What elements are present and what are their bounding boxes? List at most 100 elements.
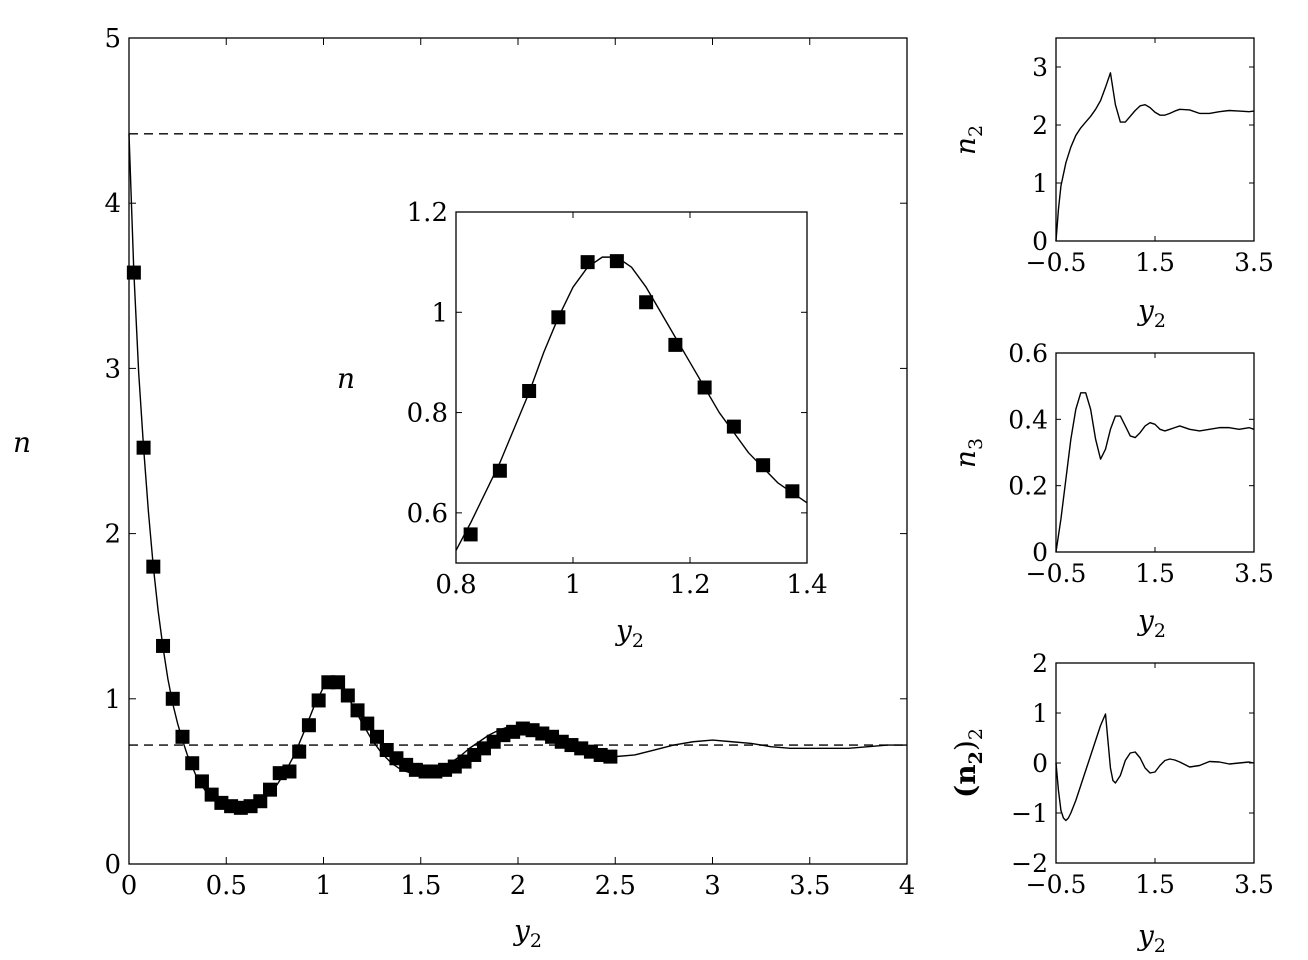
main-ytick-label-2: 2	[104, 520, 121, 550]
right-bottom-ytick-label-1: −1	[1011, 799, 1048, 828]
inset-marker-0	[463, 527, 478, 542]
main-marker-7	[194, 774, 209, 789]
right-top-frame	[1055, 37, 1255, 242]
right-middle-xtick-label-2: 3.5	[1234, 559, 1274, 588]
inset-marker-11	[785, 484, 800, 499]
right-bottom-ytick-label-2: 0	[1032, 749, 1048, 778]
right-middle-ytick-label-3: 0.6	[1008, 339, 1048, 368]
right-top-xlabel-sub: 2	[1154, 310, 1166, 332]
right-top-ytick-label-3: 3	[1032, 53, 1048, 82]
right-middle-ytick-label-0: 0	[1032, 538, 1048, 567]
inset-marker-2	[522, 384, 537, 399]
main-xtick-label-0: 0	[121, 871, 138, 901]
right-bottom-ylabel-sub: 2	[965, 751, 987, 764]
main-xlabel-main: y	[512, 914, 531, 947]
main-xtick-label-5: 2.5	[595, 871, 636, 901]
right-bottom-xlabel-sub: 2	[1154, 935, 1166, 957]
right-middle-plot: −0.5 1.5 3.5 0 0.2 0.4 0.6 y2 n3	[949, 339, 1274, 642]
right-top-ylabel-sub: 2	[965, 125, 987, 137]
inset-xlabel-main: y	[614, 614, 633, 647]
right-middle-ytick-label-1: 0.2	[1008, 472, 1048, 501]
main-xtick-label-2: 1	[315, 871, 332, 901]
main-marker-49	[603, 749, 618, 764]
right-bottom-ytick-label-4: 2	[1032, 649, 1048, 678]
inset-background	[456, 212, 807, 563]
right-middle-ylabel: n3	[949, 438, 987, 468]
main-marker-21	[331, 675, 346, 690]
main-xlabel-sub: 2	[530, 930, 542, 952]
main-marker-25	[369, 729, 384, 744]
main-ytick-label-5: 5	[104, 24, 121, 54]
main-ytick-label-1: 1	[104, 685, 121, 715]
right-middle-ylabel-sub: 3	[965, 438, 987, 450]
right-top-xlabel-main: y	[1136, 294, 1155, 327]
main-marker-1	[136, 440, 151, 455]
right-top-ytick-label-2: 2	[1032, 111, 1048, 140]
inset-ytick-label-3: 1.2	[407, 198, 448, 228]
right-top-ylabel-main: n	[949, 137, 982, 155]
main-xtick-label-3: 1.5	[400, 871, 441, 901]
inset-marker-1	[492, 463, 507, 478]
main-xtick-label-4: 2	[510, 871, 527, 901]
inset-ytick-label-2: 1	[431, 298, 448, 328]
inset-plot: 0.8 1 1.2 1.4 0.6 0.8 1 1.2 y2 n	[337, 198, 828, 652]
inset-xtick-label-0: 0.8	[435, 570, 476, 600]
right-middle-xlabel-main: y	[1136, 604, 1155, 637]
main-xlabel: y2	[512, 914, 542, 952]
main-ytick-label-0: 0	[104, 850, 121, 880]
inset-xtick-label-2: 1.2	[669, 570, 710, 600]
main-marker-5	[175, 729, 190, 744]
inset-marker-8	[697, 380, 712, 395]
inset-marker-5	[609, 254, 624, 269]
right-top-ytick-label-1: 1	[1032, 169, 1048, 198]
right-top-xtick-label-1: 1.5	[1135, 248, 1175, 277]
main-marker-23	[350, 703, 365, 718]
right-middle-series-line-0	[1055, 392, 1255, 553]
right-bottom-ylabel-close: )	[949, 740, 982, 751]
main-xtick-label-6: 3	[704, 871, 721, 901]
inset-series-line-0	[455, 256, 808, 551]
right-middle-xlabel: y2	[1136, 604, 1166, 642]
main-marker-14	[263, 782, 278, 797]
main-ylabel-main: n	[13, 426, 31, 459]
main-marker-3	[156, 638, 171, 653]
inset-xlabel-sub: 2	[632, 630, 644, 652]
main-marker-17	[292, 744, 307, 759]
inset-marker-7	[668, 337, 683, 352]
main-marker-19	[311, 693, 326, 708]
right-top-xtick-label-0: −0.5	[1026, 248, 1087, 277]
right-bottom-ylabel-close-sub: 2	[965, 728, 987, 740]
right-bottom-ytick-label-0: −2	[1011, 849, 1048, 878]
inset-xtick-label-3: 1.4	[786, 570, 827, 600]
main-ytick-label-4: 4	[104, 189, 121, 219]
main-marker-6	[185, 756, 200, 771]
inset-xlabel: y2	[614, 614, 644, 652]
inset-marker-6	[639, 295, 654, 310]
main-marker-24	[360, 716, 375, 731]
right-top-ylabel: n2	[949, 125, 987, 155]
right-bottom-ylabel-main: (n	[949, 764, 982, 798]
right-middle-ytick-label-2: 0.4	[1008, 405, 1048, 434]
main-marker-22	[340, 688, 355, 703]
main-marker-13	[253, 794, 268, 809]
right-middle-xlabel-sub: 2	[1154, 620, 1166, 642]
right-middle-frame	[1055, 352, 1255, 553]
inset-marker-4	[580, 255, 595, 270]
right-middle-xtick-label-0: −0.5	[1026, 559, 1087, 588]
main-marker-0	[126, 265, 141, 280]
main-marker-4	[165, 691, 180, 706]
inset-frame	[455, 211, 808, 564]
main-marker-16	[282, 764, 297, 779]
main-marker-2	[146, 559, 161, 574]
right-bottom-xlabel-main: y	[1136, 919, 1155, 952]
inset-marker-3	[551, 310, 566, 325]
inset-marker-9	[726, 419, 741, 434]
main-xtick-label-7: 3.5	[789, 871, 830, 901]
main-xtick-label-8: 4	[899, 871, 916, 901]
inset-ylabel-main: n	[337, 362, 355, 395]
right-bottom-ylabel: (n2)2	[949, 728, 987, 798]
right-bottom-xtick-label-2: 3.5	[1234, 870, 1274, 899]
